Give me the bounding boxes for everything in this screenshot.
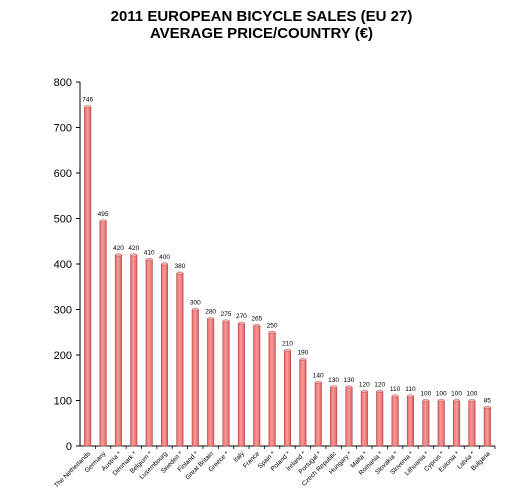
- bar-cap: [207, 317, 215, 320]
- data-label: 420: [113, 245, 124, 252]
- y-tick-label: 700: [54, 123, 72, 135]
- bar: [391, 395, 399, 447]
- y-tick-label: 600: [54, 168, 72, 180]
- bar-cap: [114, 253, 122, 257]
- bar-cap: [422, 399, 430, 402]
- bar: [453, 400, 461, 447]
- bar-cap: [99, 219, 107, 223]
- data-label: 210: [282, 340, 293, 347]
- data-label: 250: [267, 322, 278, 329]
- bar-cap: [176, 271, 184, 275]
- bar: [283, 350, 292, 447]
- bar-cap: [284, 349, 291, 352]
- bar: [360, 391, 368, 447]
- data-label: 85: [484, 397, 492, 404]
- bar: [345, 386, 353, 447]
- bar: [161, 263, 169, 447]
- bar: [268, 331, 276, 447]
- bar: [299, 359, 307, 447]
- bar: [376, 391, 384, 447]
- bar-cap: [314, 380, 322, 384]
- bar-cap: [84, 105, 92, 108]
- bar: [145, 259, 153, 447]
- bar: [130, 254, 138, 447]
- data-label: 130: [328, 377, 339, 384]
- data-label: 100: [451, 391, 462, 398]
- bar: [99, 220, 107, 447]
- bar: [191, 309, 199, 447]
- bar-cap: [391, 394, 399, 398]
- data-label: 140: [313, 372, 324, 379]
- bar-series: [84, 105, 491, 447]
- data-label: 495: [98, 211, 109, 218]
- bar-cap: [237, 321, 245, 325]
- bar-cap: [222, 319, 230, 323]
- data-label: 280: [205, 309, 216, 316]
- bar-cap: [483, 405, 491, 409]
- data-label: 265: [251, 315, 262, 322]
- bar-cap: [437, 399, 445, 402]
- bar-cap: [360, 389, 368, 393]
- data-label: 110: [405, 386, 416, 393]
- bar-cap: [345, 385, 353, 389]
- data-label: 380: [174, 263, 185, 270]
- bar: [330, 386, 338, 447]
- data-label: 100: [436, 391, 447, 398]
- bar-cap: [468, 399, 476, 402]
- bar: [114, 254, 122, 447]
- bar-cap: [299, 358, 307, 361]
- data-label: 130: [344, 377, 355, 384]
- y-tick-label: 500: [54, 214, 72, 226]
- data-label: 746: [82, 97, 93, 104]
- y-tick-label: 300: [54, 305, 72, 317]
- y-tick-label: 200: [54, 350, 72, 362]
- bar-cap: [376, 389, 384, 393]
- bar: [437, 400, 445, 447]
- bar-cap: [130, 253, 138, 257]
- bar: [253, 325, 261, 447]
- data-label: 270: [236, 313, 247, 320]
- data-label: 120: [359, 381, 370, 388]
- bar: [207, 318, 215, 447]
- data-label: 120: [374, 381, 385, 388]
- bar: [237, 322, 245, 447]
- data-label: 100: [467, 391, 478, 398]
- y-tick-label: 400: [54, 259, 72, 271]
- bar: [468, 400, 476, 447]
- y-tick-label: 800: [54, 77, 72, 89]
- chart-title: 2011 EUROPEAN BICYCLE SALES (EU 27): [110, 8, 413, 25]
- bar-cap: [453, 399, 461, 402]
- data-label: 410: [144, 249, 155, 256]
- chart-subtitle: AVERAGE PRICE/COUNTRY (€): [149, 25, 374, 42]
- bar: [483, 407, 491, 447]
- bar-cap: [191, 308, 199, 311]
- y-tick-label: 100: [54, 396, 72, 408]
- bar: [222, 320, 230, 447]
- bar-cap: [330, 385, 338, 389]
- bar-cap: [407, 394, 414, 398]
- bar: [84, 106, 92, 447]
- bar-cap: [268, 330, 276, 334]
- bar: [422, 400, 430, 447]
- data-label: 275: [221, 311, 232, 318]
- bar-cap: [253, 324, 261, 327]
- data-label: 100: [420, 391, 431, 398]
- data-label: 190: [297, 350, 308, 357]
- data-labels: 746 495 420 420 410 400 380 300 280 275 270 265 250 2…: [82, 97, 491, 405]
- bar: [176, 272, 184, 447]
- bar-cap: [145, 258, 153, 261]
- bar: [314, 381, 322, 447]
- bar: [406, 395, 414, 447]
- data-label: 110: [390, 386, 401, 393]
- data-label: 300: [190, 300, 201, 307]
- data-label: 400: [159, 254, 170, 261]
- bar-cap: [161, 262, 168, 266]
- y-tick-label: 0: [66, 441, 72, 453]
- y-axis-ticks: 0 100 200 300 400 500 600 700 800: [54, 77, 80, 453]
- data-label: 420: [128, 245, 139, 252]
